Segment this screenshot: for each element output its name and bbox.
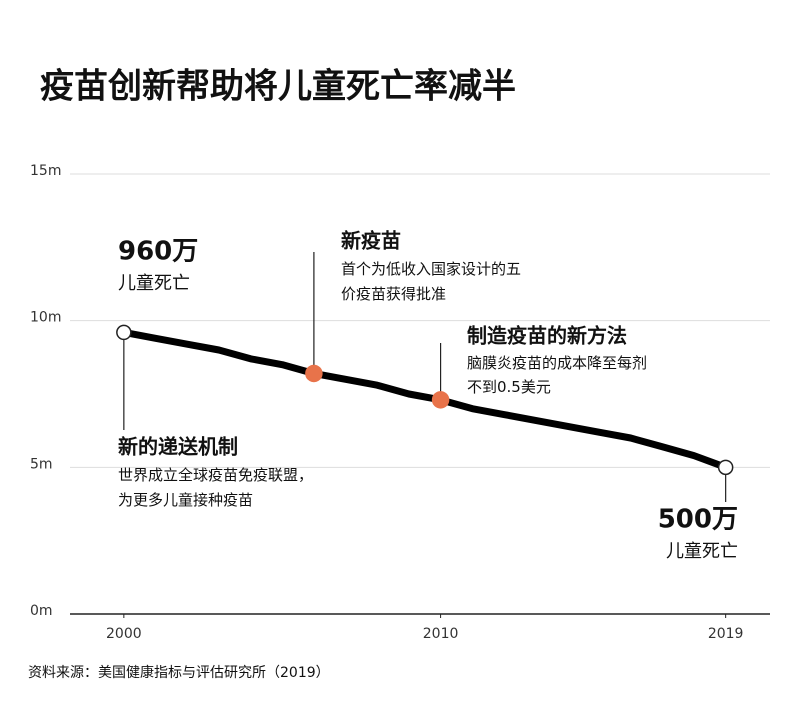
y-tick-label: 5m — [30, 456, 53, 472]
annotation-title: 500万 — [658, 505, 738, 535]
y-tick-label: 15m — [30, 163, 61, 179]
point-marker — [717, 459, 734, 476]
annotation-text: 不到0.5美元 — [467, 378, 551, 396]
annotation-text: 脑膜炎疫苗的成本降至每剂 — [467, 354, 647, 372]
point-marker — [431, 391, 450, 409]
annotation-title: 新疫苗 — [341, 229, 401, 253]
source: 资料来源：美国健康指标与评估研究所（2019） — [28, 664, 330, 681]
x-tick-label: 2019 — [708, 626, 744, 642]
point-marker — [116, 324, 132, 341]
annotation-text: 世界成立全球疫苗免疫联盟， — [118, 466, 313, 484]
annotation-text: 儿童死亡 — [666, 541, 738, 562]
point-marker — [305, 364, 323, 383]
chart-title: 疫苗创新帮助将儿童死亡率减半 — [40, 67, 516, 107]
annotation-text: 首个为低收入国家设计的五 — [341, 260, 521, 278]
annotation-text: 为更多儿童接种疫苗 — [118, 491, 253, 509]
annotation-title: 新的递送机制 — [118, 435, 238, 459]
x-tick-label: 2000 — [106, 626, 142, 642]
x-tick-label: 2010 — [423, 626, 459, 642]
annotation-text: 儿童死亡 — [118, 273, 190, 294]
annotation-text: 价疫苗获得批准 — [341, 285, 446, 303]
y-tick-label: 10m — [30, 310, 61, 326]
annotation-title: 960万 — [118, 237, 198, 267]
line — [123, 328, 727, 471]
annotation-title: 制造疫苗的新方法 — [467, 324, 627, 348]
y-tick-label: 0m — [30, 603, 53, 619]
